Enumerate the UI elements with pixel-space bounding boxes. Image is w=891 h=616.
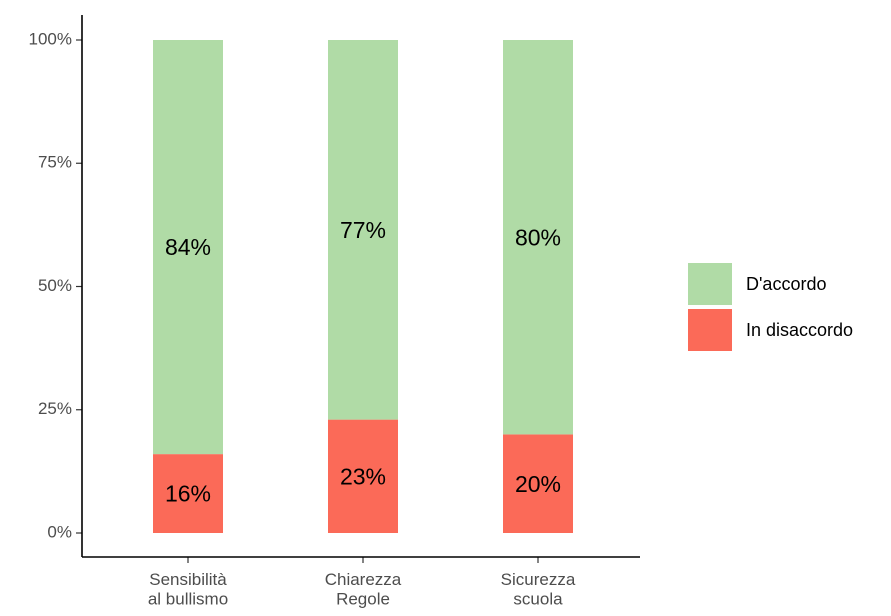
y-tick-label: 75% xyxy=(38,153,72,172)
bar-segment xyxy=(503,40,573,435)
data-label: 16% xyxy=(165,481,211,507)
y-tick-label: 0% xyxy=(47,522,72,541)
x-tick-label: Chiarezza Regole xyxy=(325,570,402,609)
legend-key xyxy=(688,263,732,305)
x-tick-label: Sicurezza scuola xyxy=(501,570,576,609)
bar-segment xyxy=(328,419,398,533)
data-label: 84% xyxy=(165,234,211,260)
y-tick-label: 100% xyxy=(29,29,72,48)
legend-label: In disaccordo xyxy=(746,320,853,340)
data-label: 20% xyxy=(515,471,561,497)
data-label: 77% xyxy=(340,217,386,243)
bar-segment xyxy=(328,40,398,420)
legend-label: D'accordo xyxy=(746,274,826,294)
bar-segment xyxy=(153,454,223,533)
bar-segment xyxy=(503,434,573,533)
legend-key xyxy=(688,309,732,351)
bar-segment xyxy=(153,40,223,455)
data-label: 80% xyxy=(515,224,561,250)
y-tick-label: 25% xyxy=(38,399,72,418)
x-tick-label: Sensibilità al bullismo xyxy=(148,570,228,609)
y-tick-label: 50% xyxy=(38,276,72,295)
data-label: 23% xyxy=(340,463,386,489)
